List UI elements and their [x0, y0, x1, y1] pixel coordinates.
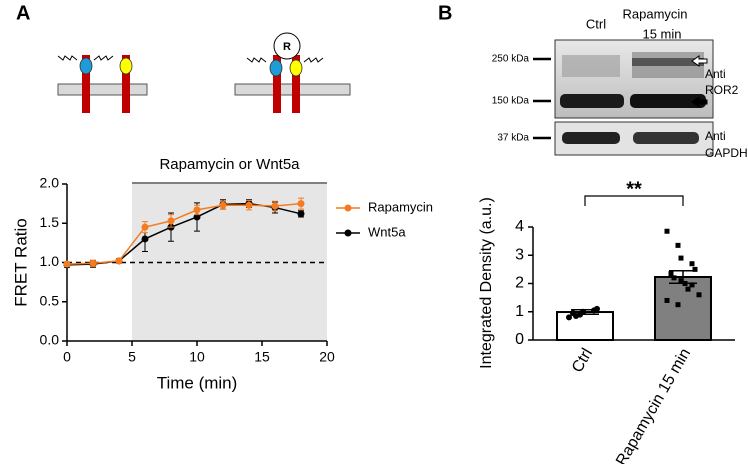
data-point	[115, 257, 123, 265]
data-point	[675, 302, 681, 308]
data-point	[594, 305, 600, 312]
marker-label: 250 kDa	[492, 54, 530, 65]
data-point	[193, 213, 201, 221]
y-tick-label: 1	[515, 303, 524, 320]
data-point	[141, 235, 149, 243]
panel-label: B	[438, 2, 452, 24]
y-tick-label: 4	[515, 218, 524, 235]
data-point	[678, 278, 684, 284]
y-tick-label: 0.0	[40, 332, 60, 348]
data-point	[678, 255, 684, 261]
data-point	[689, 261, 695, 267]
x-tick-label: 5	[128, 349, 136, 365]
antibody-label: GAPDH	[705, 146, 748, 160]
x-tick-label: Ctrl	[569, 346, 596, 376]
panel-label: A	[16, 2, 30, 24]
y-tick-label: 0.5	[40, 292, 60, 308]
antibody-label: ROR2	[705, 83, 739, 97]
lane-label: 15 min	[642, 26, 681, 41]
data-point	[692, 266, 698, 272]
data-point	[573, 312, 579, 319]
data-point	[580, 308, 586, 315]
x-tick-label: Rapamycin 15 min	[613, 346, 694, 464]
data-point	[297, 210, 305, 218]
membrane-diagram	[57, 32, 351, 113]
significance-bracket	[584, 195, 684, 206]
y-tick-label: 1.5	[40, 214, 60, 230]
data-point	[297, 200, 305, 208]
data-point	[689, 282, 695, 288]
complex-label: R	[283, 41, 291, 53]
significance-label: **	[626, 178, 642, 200]
data-point	[682, 281, 688, 286]
y-tick-label: 2.0	[40, 175, 60, 191]
data-point	[63, 260, 71, 268]
legend-label: Wnt5a	[368, 224, 406, 239]
antibody-label: Anti	[705, 67, 726, 81]
data-point	[167, 217, 175, 225]
x-axis-label: Time (min)	[157, 373, 238, 392]
data-point	[245, 201, 253, 209]
data-point	[89, 259, 97, 267]
legend-marker	[344, 229, 352, 237]
marker-label: 37 kDa	[497, 133, 529, 144]
y-tick-label: 0	[515, 331, 524, 348]
bar	[556, 311, 614, 342]
y-tick-label: 1.0	[40, 253, 60, 269]
lane-label: Ctrl	[586, 16, 606, 31]
data-point	[566, 314, 572, 321]
data-point	[685, 286, 691, 292]
data-point	[219, 201, 227, 209]
data-point	[271, 202, 279, 210]
x-tick-label: 15	[254, 349, 270, 365]
x-tick-label: 10	[189, 349, 205, 365]
y-tick-label: 3	[515, 246, 524, 263]
y-axis-label: FRET Ratio	[11, 218, 30, 307]
y-axis-label: Integrated Density (a.u.)	[478, 197, 495, 369]
legend-marker	[344, 204, 352, 212]
data-point	[675, 242, 681, 248]
x-tick-label: 20	[319, 349, 335, 365]
x-tick-label: 0	[63, 349, 71, 365]
bar	[654, 276, 712, 342]
y-tick-label: 2	[515, 275, 524, 292]
antibody-label: Anti	[705, 129, 726, 143]
shaded-label: Rapamycin or Wnt5a	[159, 156, 300, 173]
data-point	[671, 275, 677, 281]
data-point	[696, 292, 702, 298]
western-blot	[533, 39, 714, 156]
data-point	[668, 271, 674, 277]
data-point	[664, 228, 670, 234]
series-line	[66, 202, 302, 265]
lane-label: Rapamycin	[622, 6, 687, 21]
data-point	[664, 297, 670, 303]
data-point	[141, 223, 149, 231]
data-point	[193, 206, 201, 214]
marker-label: 150 kDa	[492, 96, 530, 107]
legend-label: Rapamycin	[368, 199, 433, 214]
